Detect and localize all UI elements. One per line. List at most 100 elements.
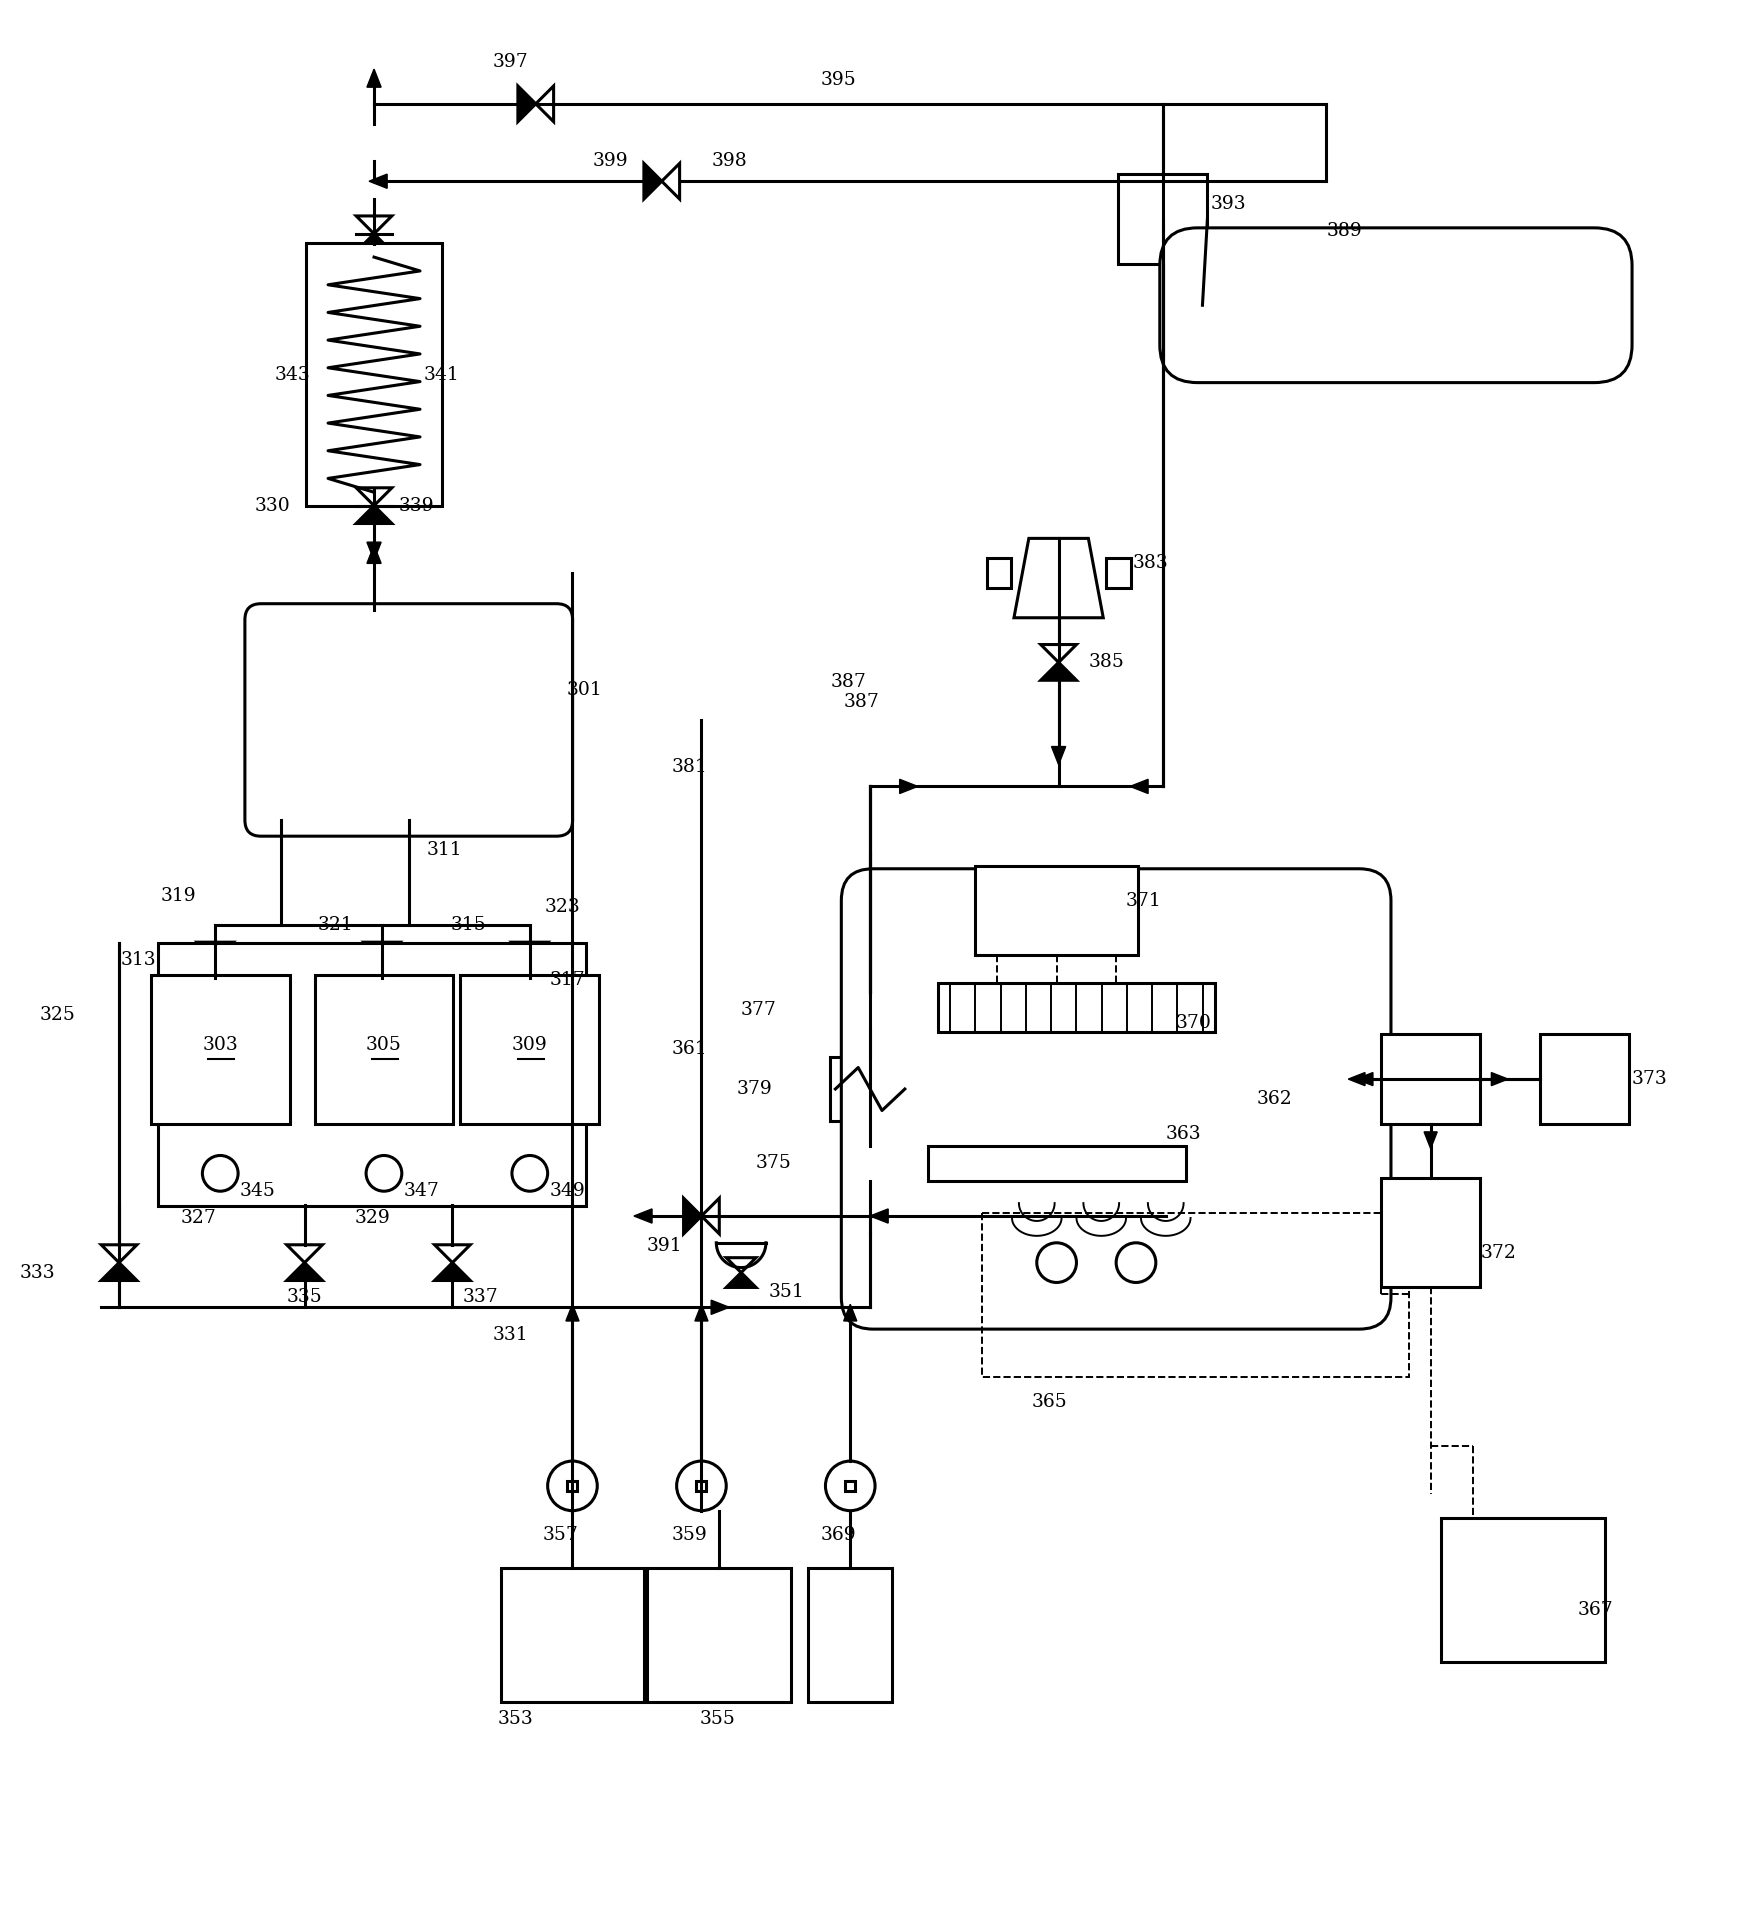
Bar bbox=[845, 1480, 856, 1490]
Bar bbox=[1538, 1034, 1628, 1123]
Text: 343: 343 bbox=[275, 365, 310, 384]
Bar bbox=[697, 1480, 706, 1490]
Polygon shape bbox=[695, 1305, 707, 1320]
Text: 389: 389 bbox=[1327, 222, 1362, 239]
Bar bbox=[314, 975, 453, 1123]
Bar bbox=[568, 1480, 577, 1490]
Polygon shape bbox=[1348, 1073, 1364, 1087]
Polygon shape bbox=[566, 1305, 579, 1320]
Text: 321: 321 bbox=[318, 917, 353, 934]
Text: 372: 372 bbox=[1480, 1243, 1515, 1262]
Text: 315: 315 bbox=[450, 917, 485, 934]
Text: 351: 351 bbox=[769, 1283, 804, 1301]
Text: 313: 313 bbox=[122, 951, 157, 969]
Bar bbox=[460, 975, 600, 1123]
Polygon shape bbox=[1424, 1131, 1436, 1148]
Polygon shape bbox=[286, 1262, 323, 1280]
Text: 323: 323 bbox=[545, 899, 580, 917]
Polygon shape bbox=[644, 164, 662, 199]
Text: 327: 327 bbox=[180, 1208, 217, 1227]
Text: 395: 395 bbox=[820, 71, 856, 89]
Polygon shape bbox=[363, 959, 400, 979]
Bar bbox=[928, 1146, 1185, 1181]
Polygon shape bbox=[369, 174, 386, 189]
Text: 377: 377 bbox=[741, 1000, 776, 1019]
Text: 393: 393 bbox=[1210, 195, 1245, 212]
Text: 337: 337 bbox=[462, 1289, 497, 1307]
Polygon shape bbox=[434, 1262, 469, 1280]
Text: 309: 309 bbox=[512, 1036, 547, 1054]
Polygon shape bbox=[1355, 1073, 1372, 1087]
Text: 317: 317 bbox=[549, 971, 586, 988]
Bar bbox=[1104, 558, 1131, 589]
Bar bbox=[986, 558, 1011, 589]
Text: 325: 325 bbox=[39, 1006, 76, 1023]
Text: 375: 375 bbox=[755, 1154, 792, 1172]
Text: 357: 357 bbox=[542, 1527, 579, 1544]
Text: 347: 347 bbox=[404, 1183, 439, 1200]
FancyBboxPatch shape bbox=[245, 604, 572, 836]
Text: 359: 359 bbox=[672, 1527, 707, 1544]
Polygon shape bbox=[101, 1262, 138, 1280]
Text: 373: 373 bbox=[1632, 1069, 1667, 1089]
Bar bbox=[501, 1567, 644, 1702]
Polygon shape bbox=[725, 1272, 755, 1287]
Text: 341: 341 bbox=[423, 365, 459, 384]
Text: 301: 301 bbox=[566, 681, 602, 699]
Polygon shape bbox=[852, 1009, 887, 1027]
Bar bbox=[1379, 1034, 1480, 1123]
Polygon shape bbox=[517, 87, 536, 122]
Polygon shape bbox=[367, 69, 381, 87]
Text: 391: 391 bbox=[646, 1237, 683, 1255]
Text: 319: 319 bbox=[161, 886, 196, 905]
Text: 331: 331 bbox=[492, 1326, 529, 1343]
Polygon shape bbox=[870, 1208, 887, 1224]
Polygon shape bbox=[1491, 1073, 1506, 1087]
Text: 335: 335 bbox=[286, 1289, 323, 1307]
Text: 345: 345 bbox=[240, 1183, 275, 1200]
Bar bbox=[974, 867, 1138, 955]
Text: 330: 330 bbox=[254, 496, 291, 515]
Text: 349: 349 bbox=[549, 1183, 586, 1200]
Text: 369: 369 bbox=[820, 1527, 856, 1544]
Bar bbox=[150, 975, 289, 1123]
Polygon shape bbox=[198, 959, 233, 979]
Bar bbox=[305, 243, 443, 506]
Polygon shape bbox=[857, 1301, 875, 1314]
Polygon shape bbox=[512, 959, 547, 979]
Bar bbox=[157, 942, 586, 1206]
Text: 329: 329 bbox=[355, 1208, 390, 1227]
Polygon shape bbox=[1041, 662, 1076, 679]
Text: 363: 363 bbox=[1164, 1125, 1201, 1143]
Bar bbox=[647, 1567, 790, 1702]
Text: 303: 303 bbox=[203, 1036, 238, 1054]
Bar bbox=[937, 982, 1215, 1033]
Text: 339: 339 bbox=[399, 496, 434, 515]
Text: 355: 355 bbox=[699, 1710, 736, 1727]
Text: 311: 311 bbox=[427, 841, 462, 859]
Polygon shape bbox=[367, 542, 381, 560]
Text: 387: 387 bbox=[843, 693, 878, 710]
Text: 398: 398 bbox=[711, 152, 746, 170]
Polygon shape bbox=[1129, 780, 1147, 793]
Bar bbox=[1118, 174, 1207, 264]
Text: 370: 370 bbox=[1175, 1013, 1210, 1031]
Text: 371: 371 bbox=[1125, 892, 1161, 909]
FancyBboxPatch shape bbox=[841, 868, 1390, 1330]
Text: 379: 379 bbox=[736, 1081, 771, 1098]
Bar bbox=[829, 1058, 908, 1121]
Text: 381: 381 bbox=[672, 758, 707, 776]
Polygon shape bbox=[367, 546, 381, 564]
Text: 383: 383 bbox=[1132, 554, 1168, 571]
Bar bbox=[981, 1214, 1408, 1376]
Bar bbox=[1379, 1179, 1480, 1287]
Text: 387: 387 bbox=[829, 674, 866, 691]
Text: 385: 385 bbox=[1088, 654, 1124, 672]
Polygon shape bbox=[852, 1164, 887, 1181]
Bar bbox=[808, 1567, 893, 1702]
Polygon shape bbox=[356, 506, 392, 523]
Polygon shape bbox=[356, 234, 392, 251]
Text: 361: 361 bbox=[672, 1040, 707, 1058]
Text: 353: 353 bbox=[497, 1710, 533, 1727]
Polygon shape bbox=[711, 1301, 729, 1314]
